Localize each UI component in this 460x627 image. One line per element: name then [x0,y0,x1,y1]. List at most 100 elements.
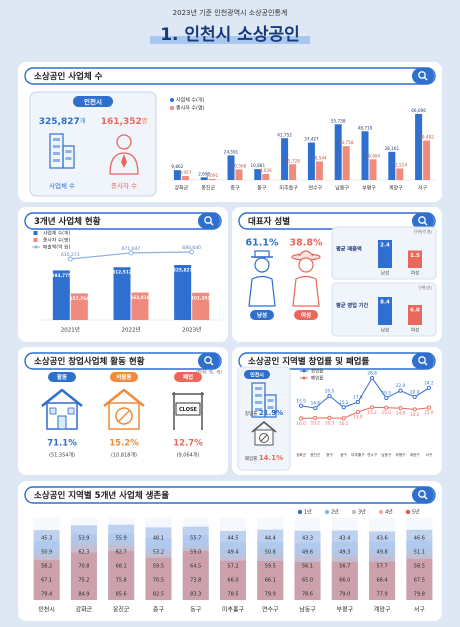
value-label: 46.6 [414,536,425,542]
category-label: 폐업 [183,373,193,381]
value-label: 10,881 [250,163,265,168]
building-window [53,138,60,141]
value-label: 53.2 [153,550,164,556]
x-tick-label: 서구 [418,185,428,192]
value-label: 67.1 [41,578,52,584]
bar [145,527,172,600]
search-icon [418,490,426,498]
overall-name: 폐업률 [245,455,257,462]
value-label: 77.9 [377,592,388,598]
value-label: 49.4 [227,550,238,556]
column-bg [369,518,396,600]
ban-icon [260,434,268,442]
x-tick-label: 미추홀구 [279,185,298,192]
value-label: 157,764 [70,296,90,302]
overall-name: 창업률 [245,410,257,417]
x-tick-label: 옹진군 [201,185,215,192]
bar [294,530,321,600]
legend-marker [324,509,330,515]
line-point [341,416,346,421]
value-label: 55.7 [190,536,201,542]
bar [254,169,262,180]
bar [406,548,433,600]
building-window [53,145,60,148]
bar [257,560,284,600]
bar [378,297,392,325]
value-label: 9,862 [171,164,183,169]
bar [294,561,321,600]
summary-number: 325,827 [39,117,80,127]
overall-box [237,366,291,471]
bar [369,541,396,600]
search-button [412,353,434,369]
legend-label: 종사자 수(명) [176,105,205,112]
search-icon [418,216,426,224]
search-icon [423,361,428,366]
search-icon [204,216,212,224]
bar [406,540,433,600]
line-point [299,416,304,421]
metric-unit: 단위(년) [419,285,433,290]
share-value: 15.2% [109,439,139,449]
line-point [426,385,431,390]
house-window [49,407,57,415]
value-label: 49.8 [377,550,388,556]
bar [334,124,342,180]
value-label: 66.1 [265,578,276,584]
share-value: 71.1% [47,439,77,449]
building-window [255,401,262,404]
value-label: 49.3 [339,550,350,556]
bar [145,547,172,600]
value-label: 55,738 [331,118,346,123]
bar [227,155,235,180]
legend-label: 사업체 수(개) [43,230,70,237]
value-label: 75.8 [116,578,127,584]
summary-region: 인천시 [84,97,102,106]
person-body [292,275,320,307]
value-label: 8.4 [380,300,390,306]
bar [396,168,404,180]
legend-label: 4년 [385,509,393,516]
column-bg [257,518,284,600]
value-label: 66.4 [377,578,388,584]
bar [108,533,135,600]
building-window [267,406,274,409]
house-icon [41,388,83,407]
person-head [254,257,270,273]
value-label: 78.5 [227,592,238,598]
bar [182,535,209,600]
value-label: 58.5 [414,564,425,570]
bar [70,552,97,600]
line-point [313,406,318,411]
category-label: 여성 [411,327,419,334]
value-label: 2.4 [380,243,390,249]
person-head [298,257,314,273]
category-pill [174,372,202,382]
x-tick-label: 계양구 [374,606,391,614]
x-tick-label: 2023년 [182,326,201,334]
value-label: 75.2 [78,578,89,584]
person-body [248,275,276,307]
header-title: 1. 인천시 소상공인 [160,25,300,45]
value-label: 68.1 [116,564,127,570]
legend-label: 2년 [331,509,339,516]
value-label: 293,775 [52,273,72,279]
value-label: 11,514 [392,162,407,167]
legend-marker [351,509,357,515]
value-label: 10.0 [296,421,306,426]
value-label: 44.5 [227,536,238,542]
summary-value: 161,352명 [101,117,148,127]
bar [108,524,135,600]
legend-marker [302,369,306,373]
value-label: 17.6 [353,395,363,400]
x-tick-label: 남동구 [381,452,392,457]
x-tick-label: 연수구 [367,452,378,457]
bar [307,142,315,180]
x-tick-label: 부평구 [337,606,354,614]
column-bg [220,518,246,600]
x-tick-label: 남동구 [299,606,316,614]
x-tick-label: 서구 [414,606,426,614]
x-tick-label: 부평구 [362,185,376,192]
overall-pill [244,370,270,379]
